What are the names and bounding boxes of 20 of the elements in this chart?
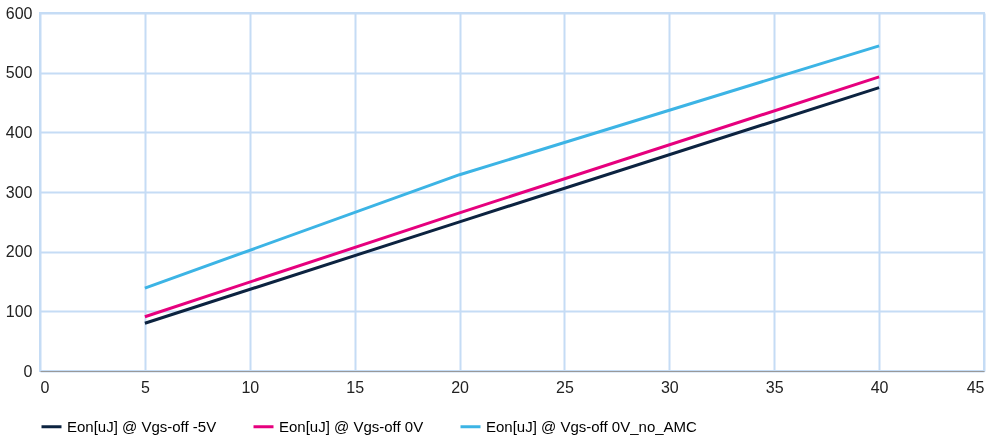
x-tick-label: 25 (556, 378, 574, 396)
y-tick-label: 300 (5, 183, 33, 201)
y-tick-label: 0 (23, 362, 33, 380)
x-tick-label: 0 (40, 378, 50, 396)
legend-label: Eon[uJ] @ Vgs-off -5V (67, 417, 217, 435)
legend-label: Eon[uJ] @ Vgs-off 0V (279, 417, 424, 435)
legend-label: Eon[uJ] @ Vgs-off 0V_no_AMC (486, 417, 698, 435)
x-tick-label: 20 (451, 378, 470, 396)
x-tick-label: 40 (870, 378, 889, 396)
x-tick-label: 45 (966, 378, 985, 396)
x-tick-label: 35 (765, 378, 784, 396)
x-tick-label: 5 (140, 378, 150, 396)
x-tick-label: 30 (660, 378, 679, 396)
y-tick-label: 500 (5, 64, 33, 82)
y-tick-label: 200 (5, 243, 33, 261)
x-tick-label: 10 (241, 378, 260, 396)
y-tick-label: 400 (5, 123, 33, 141)
y-tick-label: 100 (5, 302, 33, 320)
y-tick-label: 600 (5, 4, 33, 22)
x-tick-label: 15 (346, 378, 365, 396)
